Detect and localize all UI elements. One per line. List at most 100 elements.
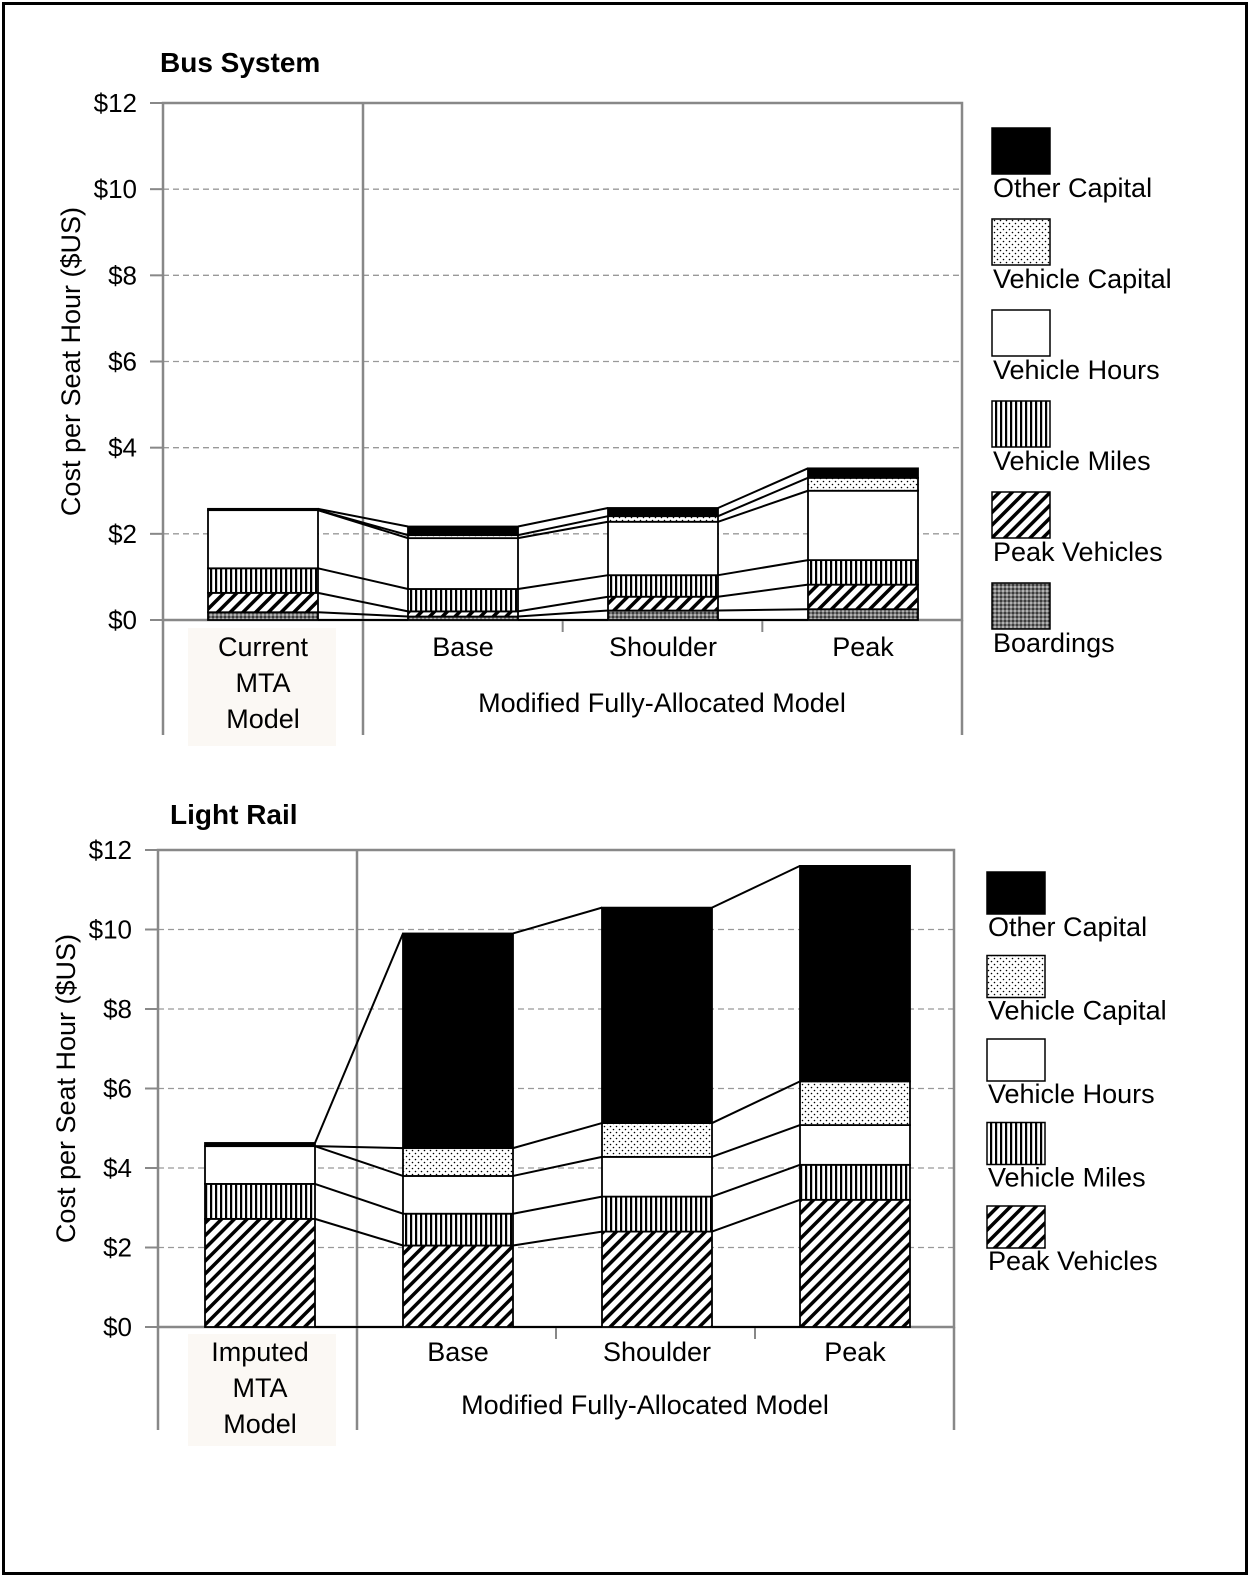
series-connector [317,591,409,613]
y-tick-label: $6 [103,1074,132,1104]
category-label: Shoulder [609,632,717,662]
bar-segment [607,595,719,612]
series-connector [717,489,809,523]
chart-title: Bus System [160,47,320,78]
series-connector [517,609,609,618]
bar-segment [207,507,319,512]
series-connector [517,520,609,540]
series-connector [317,611,409,618]
bar-segment [402,1244,514,1328]
category-label-background [188,1334,336,1446]
legend-label: Peak Vehicles [993,537,1163,567]
y-tick-label: $6 [108,347,137,377]
legend-swatch [986,871,1046,915]
chart-1: $0 $2 $4 $6 $8 $10 $12 Current MTA Model Base Shoul… [56,47,1172,746]
category-label: Shoulder [603,1337,711,1367]
bar-segment [807,583,919,611]
bar-segment [799,1198,911,1328]
series-connector [317,567,409,590]
bar-segment [204,1217,316,1328]
series-connector [717,467,809,509]
chart-2: $0 $2 $4 $6 $8 $10 $12 Imputed MTA Model Base Shoul… [51,799,1167,1446]
series-connector [314,1217,404,1247]
y-tick-label: $2 [103,1233,132,1263]
chart-title: Light Rail [170,799,298,830]
y-tick-label: $10 [94,174,137,204]
category-label: Model [226,704,300,734]
bar-segment [204,1183,316,1220]
legend-label: Vehicle Capital [993,264,1172,294]
series-connector [711,1124,801,1158]
bar-segment [807,608,919,621]
y-tick-label: $0 [103,1312,132,1342]
y-tick-label: $8 [103,994,132,1024]
y-tick-label: $4 [108,433,137,463]
legend-swatch [986,1205,1046,1249]
series-connector [517,595,609,613]
bar-segment [204,1145,316,1185]
bar-segment [807,489,919,562]
legend-swatch [991,309,1051,357]
legend-swatch [991,582,1051,630]
bar-segment [601,1230,713,1328]
legend-label: Vehicle Miles [993,446,1151,476]
y-tick-label: $10 [89,915,132,945]
series-connector [711,864,801,909]
bar-segment [407,588,519,613]
y-tick-label: $4 [103,1153,132,1183]
legend-swatch [991,491,1051,539]
series-connector [314,1182,404,1215]
y-tick-label: $12 [89,835,132,865]
bar-segment [607,520,719,577]
category-label: Peak [832,632,894,662]
series-connector [512,1230,603,1247]
series-connector [512,1122,603,1150]
y-tick-label: $2 [108,519,137,549]
y-tick-label: $12 [94,88,137,118]
bar-segment [799,1124,911,1166]
series-connector [711,1198,801,1233]
bar-segment [601,1155,713,1198]
series-connector [517,515,609,537]
legend-label: Vehicle Hours [993,355,1160,385]
bar-segment [407,525,519,537]
category-label: Base [427,1337,489,1367]
bar-segment [799,1163,911,1201]
bar-segment [799,1080,911,1126]
series-connector [517,574,609,590]
bar-segment [607,574,719,598]
legend-label: Other Capital [993,173,1152,203]
bar-segment [807,476,919,492]
bar-segment [207,509,319,570]
y-tick-label: $0 [108,605,137,635]
bar-segment [607,507,719,518]
series-connector [717,559,809,577]
category-label: Peak [824,1337,886,1367]
series-connector [314,1145,404,1150]
series-connector [314,933,404,1144]
legend-label: Vehicle Capital [988,996,1167,1026]
group-label: Modified Fully-Allocated Model [461,1390,829,1420]
legend-label: Peak Vehicles [988,1246,1158,1276]
series-connector [517,507,609,528]
bar-segment [407,537,519,590]
series-connector [512,1155,603,1177]
y-tick-label: $8 [108,260,137,290]
bar-segment [402,932,514,1150]
series-connector [711,1080,801,1124]
bar-segment [204,1142,316,1148]
legend-label: Vehicle Miles [988,1163,1146,1193]
y-axis-label: Cost per Seat Hour ($US) [56,207,86,516]
category-label: Model [223,1409,297,1439]
category-label-background [188,628,336,746]
bar-segment [207,591,319,614]
bar-segment [402,1175,514,1215]
legend-label: Boardings [993,628,1115,658]
series-connector [711,1163,801,1198]
series-connector [512,906,603,935]
bar-segment [807,559,919,586]
category-label: MTA [236,668,291,698]
bar-segment [807,467,919,479]
legend-label: Vehicle Hours [988,1079,1155,1109]
